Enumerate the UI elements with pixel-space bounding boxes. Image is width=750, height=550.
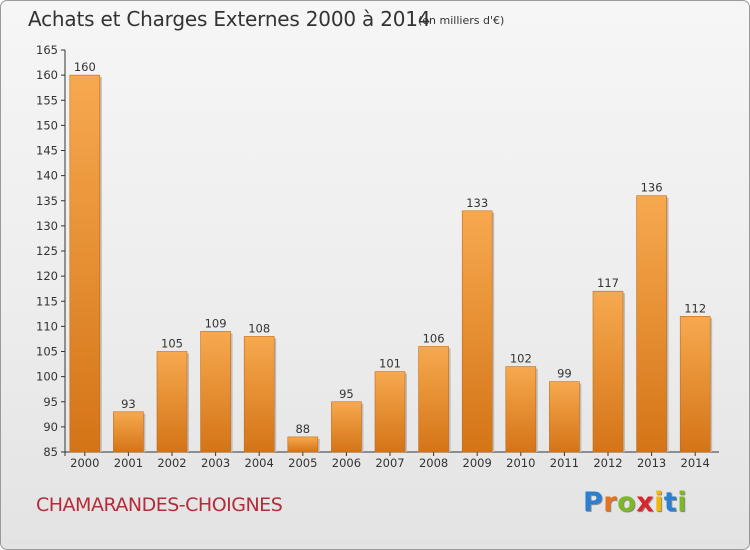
y-tick-label: 90 xyxy=(43,420,58,434)
bar-value-label: 112 xyxy=(684,301,706,315)
x-tick-label: 2003 xyxy=(201,456,230,470)
logo-letter: i xyxy=(677,487,688,518)
bar xyxy=(418,346,449,453)
y-tick-label: 155 xyxy=(36,93,58,107)
bar-value-label: 101 xyxy=(379,357,401,371)
y-tick-label: 110 xyxy=(36,319,58,333)
x-tick-label: 2002 xyxy=(157,456,186,470)
y-tick-label: 160 xyxy=(36,68,58,82)
x-tick-label: 2010 xyxy=(506,456,535,470)
y-tick-label: 145 xyxy=(36,144,58,158)
y-tick-label: 85 xyxy=(43,445,58,459)
bar-value-label: 95 xyxy=(339,387,354,401)
bar-value-label: 105 xyxy=(161,337,183,351)
bar xyxy=(461,210,493,453)
bar xyxy=(243,336,275,453)
x-tick-label: 2011 xyxy=(550,456,579,470)
bar-value-label: 160 xyxy=(74,60,96,74)
y-tick-label: 115 xyxy=(36,294,58,308)
bar xyxy=(549,381,580,453)
y-tick-label: 130 xyxy=(36,219,58,233)
x-tick-label: 2012 xyxy=(593,456,622,470)
y-tick-label: 120 xyxy=(36,269,58,283)
bar-value-label: 93 xyxy=(121,397,136,411)
bar-value-label: 136 xyxy=(641,181,663,195)
bar xyxy=(331,401,362,453)
x-tick-label: 2008 xyxy=(419,456,448,470)
y-tick-label: 140 xyxy=(36,169,58,183)
y-tick-label: 150 xyxy=(36,118,58,132)
bar xyxy=(113,411,144,453)
logo-letter: r xyxy=(603,487,618,518)
bar-value-label: 117 xyxy=(597,276,619,290)
bar xyxy=(200,331,231,453)
x-tick-label: 2005 xyxy=(288,456,317,470)
logo-letter: x xyxy=(636,487,655,518)
x-tick-label: 2006 xyxy=(332,456,361,470)
y-tick-label: 95 xyxy=(43,395,58,409)
bar-value-label: 88 xyxy=(295,422,310,436)
x-tick-label: 2004 xyxy=(245,456,274,470)
bar xyxy=(374,371,406,453)
bar xyxy=(287,436,319,453)
bar xyxy=(505,366,537,453)
bar xyxy=(592,290,624,453)
x-tick-label: 2001 xyxy=(114,456,143,470)
bar xyxy=(69,74,101,453)
commune-name: CHAMARANDES-CHOIGNES xyxy=(36,494,283,516)
y-tick-label: 125 xyxy=(36,244,58,258)
bar xyxy=(156,351,188,453)
y-tick-label: 100 xyxy=(36,370,58,384)
chart-unit-label: (en milliers d'€) xyxy=(418,14,505,27)
chart-title: Achats et Charges Externes 2000 à 2014 xyxy=(28,7,431,31)
x-tick-label: 2007 xyxy=(375,456,404,470)
logo-letter: P xyxy=(583,487,604,518)
bar-value-label: 133 xyxy=(466,196,488,210)
x-tick-label: 2014 xyxy=(681,456,710,470)
bar-value-label: 99 xyxy=(557,367,572,381)
logo-letter: t xyxy=(663,487,678,518)
bar-value-label: 109 xyxy=(205,316,227,330)
x-tick-label: 2000 xyxy=(70,456,99,470)
x-tick-label: 2009 xyxy=(463,456,492,470)
logo-letter: o xyxy=(617,487,637,518)
proxiti-logo: Proxiti xyxy=(583,487,687,518)
y-tick-label: 165 xyxy=(36,43,58,57)
bar xyxy=(636,195,667,453)
y-tick-label: 105 xyxy=(36,345,58,359)
bar-value-label: 108 xyxy=(248,321,270,335)
bar-value-label: 106 xyxy=(423,331,445,345)
bar-value-label: 102 xyxy=(510,352,532,366)
bar xyxy=(679,316,711,453)
y-tick-label: 135 xyxy=(36,194,58,208)
x-tick-label: 2013 xyxy=(637,456,666,470)
logo-letter: i xyxy=(654,487,664,518)
